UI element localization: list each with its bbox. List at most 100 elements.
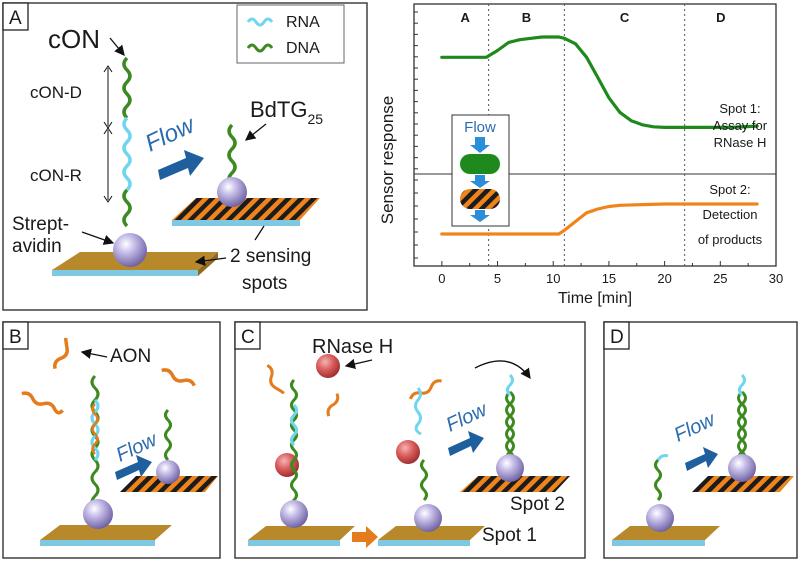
panel-d-substrate bbox=[612, 526, 720, 540]
aon-strand-1 bbox=[53, 337, 69, 369]
flow-inset-arrow-2 bbox=[470, 175, 490, 188]
con-r-strand bbox=[122, 116, 132, 192]
panel-a-tag: A bbox=[9, 8, 22, 29]
panel-c-duplex-rna bbox=[290, 403, 298, 447]
panel-c-step-arrow bbox=[352, 526, 378, 548]
strept-label-1: Strept- bbox=[12, 214, 69, 235]
panel-d-cleaved-dna bbox=[654, 458, 662, 502]
panel-c-substrate-2-edge bbox=[378, 540, 470, 546]
phase-lines bbox=[488, 4, 686, 266]
substrate-side bbox=[198, 252, 218, 276]
panel-c-hybridize-arrow bbox=[474, 360, 531, 380]
x-axis-label: Time [min] bbox=[558, 290, 632, 307]
panel-c-sphere-2 bbox=[414, 504, 442, 532]
panel-b-substrate-edge bbox=[40, 540, 155, 546]
legend-dna-swatch bbox=[246, 43, 274, 53]
panel-c-released-rna bbox=[414, 387, 422, 436]
sensing-label-1: 2 sensing bbox=[230, 246, 311, 267]
panel-d-rna-stub bbox=[656, 454, 669, 461]
panel-c-tag: C bbox=[241, 327, 255, 348]
panel-b-bdtg-strand bbox=[164, 408, 172, 462]
series-line-spot1 bbox=[440, 35, 759, 130]
flow-inset-spot2 bbox=[460, 189, 500, 209]
panel-c-sphere-1 bbox=[280, 500, 308, 528]
panel-d-sphere-1 bbox=[646, 504, 674, 532]
panel-b-tag: B bbox=[9, 327, 22, 348]
spot1-annot-1: Spot 1: bbox=[719, 101, 760, 116]
phase-label-A: A bbox=[461, 10, 471, 25]
spot2-annot-1: Spot 2: bbox=[709, 182, 750, 197]
flow-inset-spot1 bbox=[460, 154, 500, 174]
panel-a-tag-box bbox=[2, 2, 29, 31]
panel-c-aon-1 bbox=[266, 364, 285, 395]
panel-b-flow-arrow bbox=[115, 455, 152, 480]
con-d-label: cON-D bbox=[30, 83, 82, 102]
sensing-pointer-b bbox=[194, 255, 227, 266]
flow-inset-arrow-1 bbox=[470, 137, 490, 153]
spot1-annot-2: Assay for bbox=[713, 118, 768, 133]
panel-d-spot2-rna bbox=[738, 373, 746, 397]
con-r-label: cON-R bbox=[30, 166, 82, 185]
panel-d: D Flow bbox=[603, 321, 798, 559]
con-linker-strand bbox=[122, 188, 132, 228]
streptavidin-sphere bbox=[113, 233, 147, 267]
y-ticks bbox=[414, 11, 418, 259]
panel-c-spot2-label: Spot 2 bbox=[510, 494, 565, 515]
x-tick-label: 20 bbox=[657, 271, 671, 286]
y-axis-label: Sensor response bbox=[378, 96, 397, 225]
series-group bbox=[440, 35, 759, 236]
legend-box bbox=[236, 4, 345, 64]
spot1-annot-3: RNase H bbox=[714, 135, 767, 150]
panel-c-tag-box bbox=[234, 321, 261, 350]
panel-c-spot2-dna-b bbox=[505, 390, 515, 466]
x-tick-label: 25 bbox=[713, 271, 727, 286]
phase-label-C: C bbox=[620, 10, 630, 25]
strept-label-2: avidin bbox=[12, 236, 62, 257]
legend: RNA DNA bbox=[236, 4, 345, 64]
rnase-enzyme-3 bbox=[396, 440, 420, 464]
panel-d-frame bbox=[603, 321, 798, 559]
panel-c-spot2 bbox=[460, 476, 570, 492]
bracket-arrowheads bbox=[103, 65, 113, 203]
rnase-pointer bbox=[344, 358, 373, 370]
phase-label-B: B bbox=[522, 10, 531, 25]
sensor-chart: A B C D 0 5 10 15 20 25 30 Sensor response Time [… bbox=[378, 3, 783, 307]
panel-c-substrate-2 bbox=[378, 526, 485, 540]
panel-c-cleaved-dna bbox=[420, 458, 428, 502]
panel-d-tag-box bbox=[603, 321, 630, 350]
flow-inset-arrow-3 bbox=[470, 210, 490, 222]
panel-d-tag: D bbox=[610, 327, 624, 348]
panel-b-sphere-2 bbox=[156, 460, 180, 484]
bdtg-label: BdTG25 bbox=[250, 97, 323, 127]
aon-pointer bbox=[80, 348, 108, 359]
sensing-spot-edge bbox=[172, 220, 300, 226]
x-ticks: 0 5 10 15 20 25 30 bbox=[438, 261, 783, 286]
spot2-annot-2: Detection bbox=[703, 207, 758, 222]
aon-label: AON bbox=[110, 346, 151, 367]
sensing-label-2: spots bbox=[242, 273, 287, 294]
bdtg-sphere bbox=[217, 177, 247, 207]
series-line-spot2 bbox=[440, 202, 759, 236]
panel-b: B AON Flow bbox=[2, 321, 221, 559]
panel-d-flow-arrow bbox=[685, 447, 718, 471]
con-pointer bbox=[109, 37, 125, 57]
x-tick-label: 15 bbox=[602, 271, 616, 286]
x-tick-label: 0 bbox=[438, 271, 445, 286]
rnase-enzyme-1 bbox=[316, 354, 340, 378]
panel-c-spot1-label: Spot 1 bbox=[482, 525, 537, 546]
panel-b-tag-box bbox=[2, 321, 29, 350]
panel-c-spot2-rna bbox=[506, 373, 514, 397]
substrate-edge bbox=[52, 270, 198, 276]
strept-pointer bbox=[81, 231, 115, 245]
panel-d-substrate-edge bbox=[612, 540, 705, 546]
sensing-pointer-a bbox=[254, 225, 265, 241]
panel-c-sphere-3 bbox=[496, 454, 524, 482]
aon-strand-2 bbox=[21, 391, 64, 415]
panel-b-substrate-top bbox=[40, 525, 172, 540]
bdtg-pointer bbox=[244, 123, 267, 141]
panel-c-aon-3 bbox=[409, 379, 442, 400]
panel-c-substrate-1 bbox=[248, 526, 355, 540]
rnase-label: RNase H bbox=[312, 336, 393, 358]
